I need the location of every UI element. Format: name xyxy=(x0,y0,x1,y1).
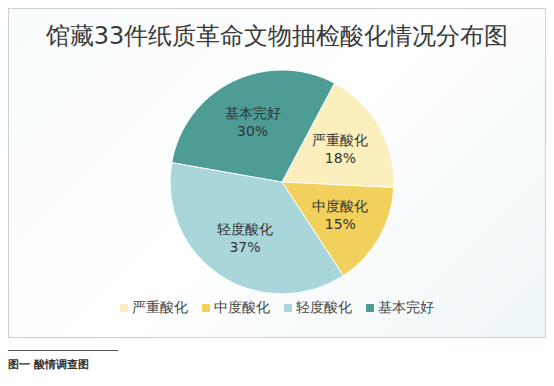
html-text:馆藏33件纸质革命文物抽检酸化情况分布图: 馆藏33件纸质革命文物抽检酸化情况分布图 xyxy=(45,22,509,50)
html-text:中度酸化: 中度酸化 xyxy=(214,299,270,315)
html-text:图一 酸情调查图: 图一 酸情调查图 xyxy=(8,358,89,371)
svg-text:轻度酸化37%: 轻度酸化37% xyxy=(217,221,273,255)
svg-text:中度酸化15%: 中度酸化15% xyxy=(312,198,368,232)
html-text:轻度酸化: 轻度酸化 xyxy=(296,299,352,315)
svg-text:严重酸化18%: 严重酸化18% xyxy=(312,132,368,166)
html-text:严重酸化: 严重酸化 xyxy=(132,299,188,315)
html-text:基本完好: 基本完好 xyxy=(378,299,434,315)
svg-text:基本完好30%: 基本完好30% xyxy=(225,105,281,139)
